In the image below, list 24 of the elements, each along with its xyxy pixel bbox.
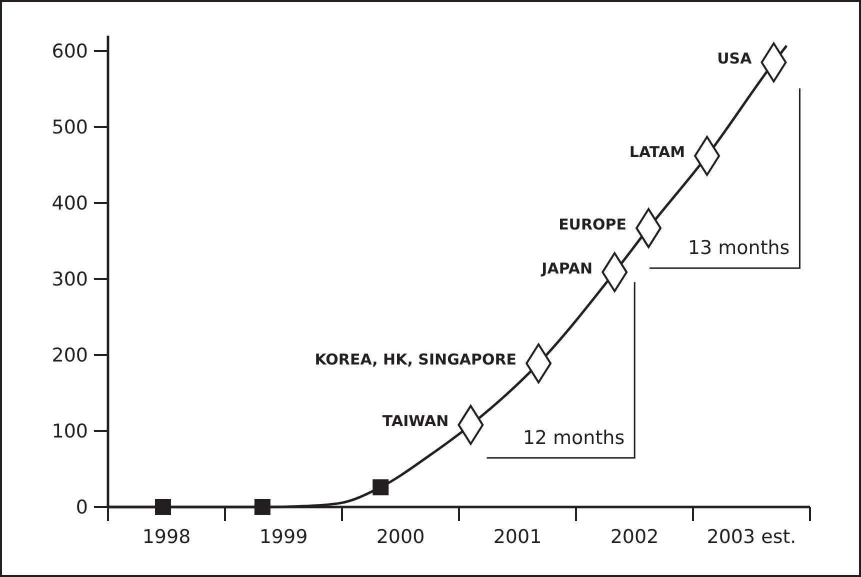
annotation: USA [717, 50, 752, 68]
annotation: JAPAN [540, 259, 593, 278]
annotation: TAIWAN [382, 412, 449, 430]
point [254, 499, 270, 515]
point [372, 479, 389, 496]
y-tick-label: 100 [52, 420, 88, 443]
x-tick-label: 2002 [610, 526, 659, 548]
y-tick-label: 300 [52, 268, 88, 291]
annotation: KOREA, HK, SINGAPORE [314, 350, 517, 369]
y-tick-label: 0 [76, 496, 88, 519]
y-tick-label: 600 [52, 40, 88, 63]
y-tick-label: 500 [52, 116, 88, 139]
x-tick-label: 2003 est. [706, 526, 796, 548]
x-tick-label: 2001 [493, 526, 542, 548]
x-tick-label: 1999 [259, 526, 308, 548]
y-tick-label: 200 [52, 344, 88, 367]
annotation: EUROPE [558, 215, 627, 234]
y-tick-label: 400 [52, 192, 88, 215]
x-tick-label: 2000 [376, 526, 425, 548]
point [154, 499, 171, 515]
annotation: LATAM [629, 143, 686, 162]
annotation: 12 months [522, 426, 625, 449]
x-tick-label: 1998 [142, 526, 191, 548]
annotation: 13 months [688, 237, 790, 260]
